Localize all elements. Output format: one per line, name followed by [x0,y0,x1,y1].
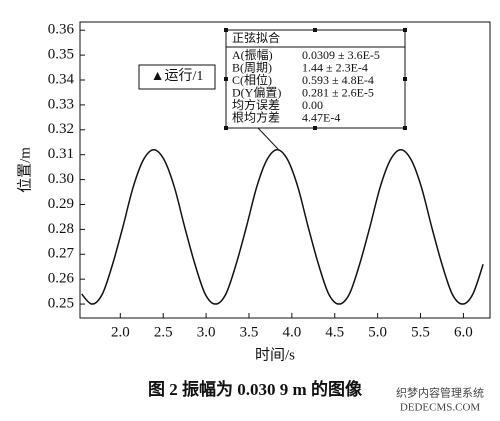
x-tick-label: 2.0 [111,324,130,340]
x-tick-label: 4.0 [282,324,301,340]
annotation-box [225,29,406,129]
sine-curve [81,148,484,305]
x-tick-label: 5.0 [368,324,387,340]
annotation-value: 4.47E-4 [302,110,340,124]
annotation-value: 0.0309 ± 3.6E-5 [302,48,380,62]
y-axis-label: 位置/m [16,147,33,193]
y-tick-label: 0.34 [48,71,75,87]
caption: 图 2 振幅为 0.030 9 m 的图像 [148,379,363,399]
resize-handle [313,126,317,130]
annotation-value: 0.281 ± 2.6E-5 [302,85,374,99]
annotation: 正弦拟合 A(振幅) 0.0309 ± 3.6E-5 B(周期) 1.44 ± 2.3… [224,28,407,150]
resize-handle [403,126,407,130]
watermark: DEDECMS.COM [400,402,481,414]
y-tick-label: 0.35 [48,47,74,63]
annotation-label: D(Y偏置) [232,84,281,99]
annotation-value: 0.00 [302,98,323,112]
annotation-value: 0.593 ± 4.8E-4 [302,73,374,87]
x-tick-label: 6.0 [454,324,473,340]
y-tick-label: 0.36 [48,22,75,38]
resize-handle [224,77,228,81]
watermark: 织梦内容管理系统 [396,386,484,400]
annotation-title: 正弦拟合 [232,30,280,45]
callout-line [257,127,279,150]
resize-handle [224,126,228,130]
x-tick-label: 3.5 [240,324,259,340]
annotation-label: 均方误差 [232,97,280,112]
y-tick-label: 0.28 [48,221,74,237]
y-tick-label: 0.33 [48,96,74,112]
y-tick-label: 0.31 [48,146,74,162]
run-button-label[interactable]: ▲运行/1 [151,68,204,84]
y-tick-label: 0.32 [48,121,74,137]
run-button[interactable] [138,64,216,90]
annotation-value: 1.44 ± 2.3E-4 [302,60,368,74]
x-tick-label: 4.5 [325,324,344,340]
x-tick-label: 2.5 [154,324,173,340]
annotation-label: 根均方差 [232,109,280,124]
x-tick-label: 5.5 [411,324,430,340]
plot-frame [79,21,491,319]
resize-handle [403,28,407,32]
y-tick-label: 0.26 [48,271,75,287]
y-tick-label: 0.29 [48,196,74,212]
annotation-label: C(相位) [232,72,272,87]
annotation-label: A(振幅) [232,47,273,62]
resize-handle [224,28,228,32]
y-tick-label: 0.27 [48,246,75,262]
y-tick-label: 0.30 [48,171,74,187]
x-axis-label: 时间/s [255,346,295,363]
x-tick-label: 3.0 [197,324,216,340]
y-tick-label: 0.25 [48,295,74,311]
resize-handle [313,28,317,32]
annotation-label: B(周期) [232,60,272,74]
resize-handle [403,77,407,81]
